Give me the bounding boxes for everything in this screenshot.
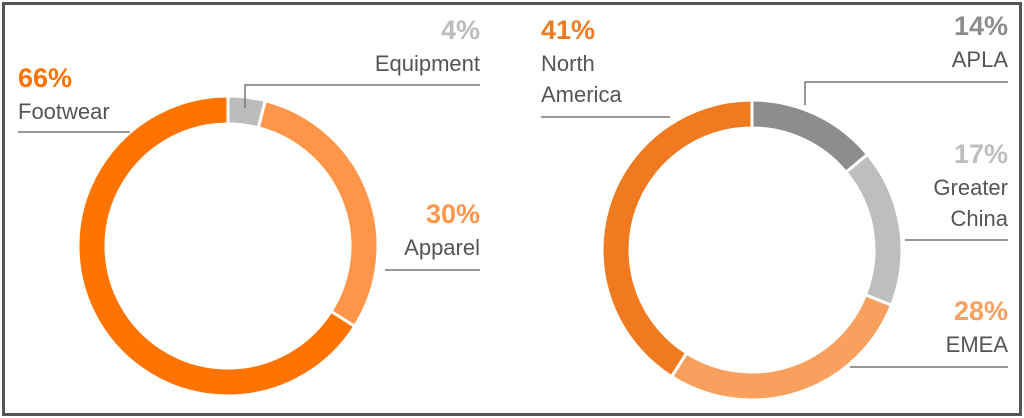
category-label: North America	[541, 51, 622, 107]
category-label: Footwear	[18, 99, 110, 124]
value-label: 17%	[953, 139, 1008, 169]
donut-slice	[843, 152, 904, 308]
donut-slice	[669, 292, 894, 402]
value-label: 28%	[953, 296, 1008, 326]
donut-slice	[256, 98, 380, 329]
value-label: 41%	[541, 15, 596, 45]
value-label: 14%	[953, 11, 1008, 41]
value-label: 66%	[18, 63, 73, 93]
leader-line	[804, 81, 1008, 105]
category-label: Equipment	[374, 51, 480, 76]
value-label: 4%	[440, 15, 480, 45]
category-label: EMEA	[945, 332, 1008, 357]
value-label: 30%	[425, 199, 480, 229]
donut-slice	[750, 98, 870, 175]
leader-line	[244, 84, 480, 108]
category-label: Greater China	[933, 175, 1008, 231]
donut-slice	[76, 94, 357, 398]
donut-slice	[600, 98, 754, 379]
category-label: APLA	[951, 47, 1008, 72]
category-label: Apparel	[404, 235, 480, 260]
